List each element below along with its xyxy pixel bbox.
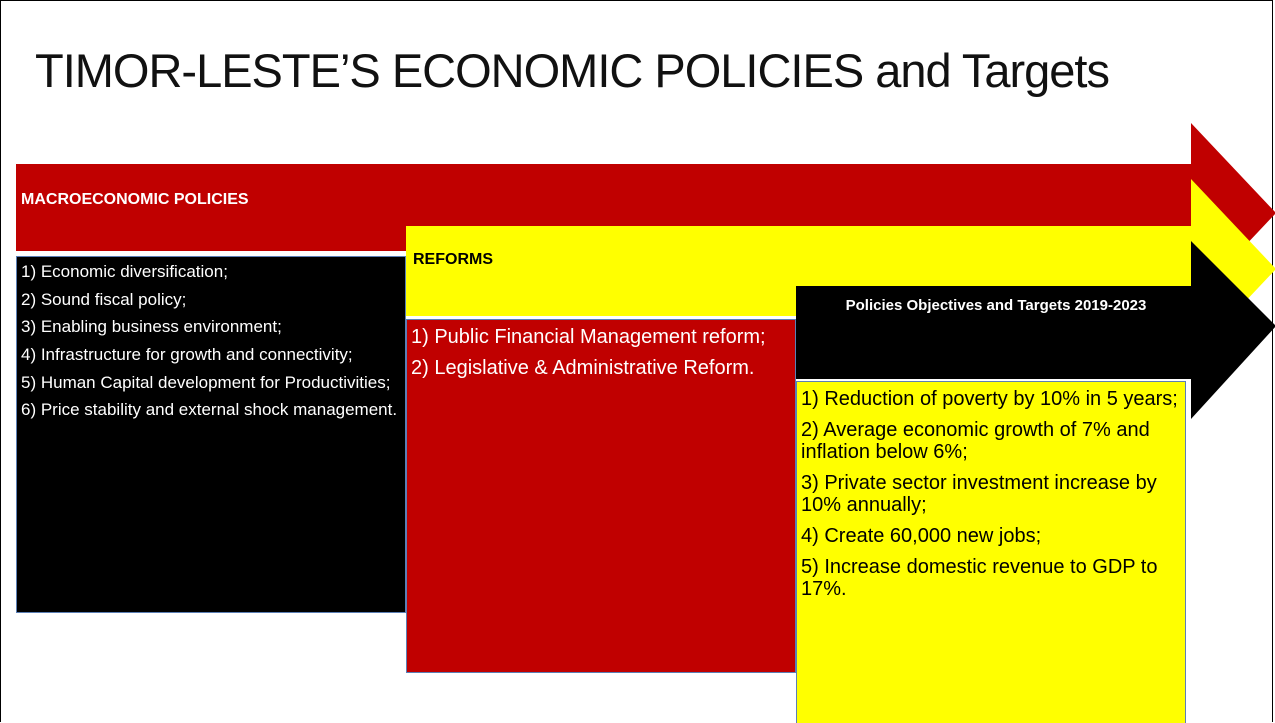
slide-title: TIMOR-LESTE’S ECONOMIC POLICIES and Targ… <box>35 44 1110 97</box>
policy-list: 1) Economic diversification; 2) Sound fis… <box>16 256 406 613</box>
list-item: 2) Legislative & Administrative Reform. <box>411 357 755 379</box>
target-list: 1) Reduction of poverty by 10% in 5 year… <box>796 381 1186 723</box>
list-item: 1) Public Financial Management reform; <box>411 326 766 348</box>
column-heading: Policies Objectives and Targets 2019-202… <box>845 297 1147 314</box>
list-item: 6) Price stability and external shock ma… <box>21 400 398 420</box>
list-item: 4) Create 60,000 new jobs; <box>801 525 1042 547</box>
list-item: 2) Average economic growth of 7% and inf… <box>801 419 1150 463</box>
reform-list: 1) Public Financial Management reform; 2)… <box>406 319 796 673</box>
black-arrow <box>796 241 1275 419</box>
list-item: 4) Infrastructure for growth and connect… <box>21 345 353 365</box>
list-item: 5) Human Capital development for Product… <box>21 372 391 392</box>
list-item: 1) Reduction of poverty by 10% in 5 year… <box>801 388 1178 410</box>
list-item: 1) Economic diversification; <box>21 262 228 281</box>
list-item: 2) Sound fiscal policy; <box>21 289 187 309</box>
list-item: 3) Private sector investment increase by… <box>801 472 1157 516</box>
column-heading: REFORMS <box>413 251 493 268</box>
red-arrow <box>16 123 1275 303</box>
list-item: 5) Increase domestic revenue to GDP to 1… <box>801 556 1158 600</box>
list-item: 3) Enabling business environment; <box>21 317 282 337</box>
column-heading: MACROECONOMIC POLICIES <box>21 191 249 208</box>
